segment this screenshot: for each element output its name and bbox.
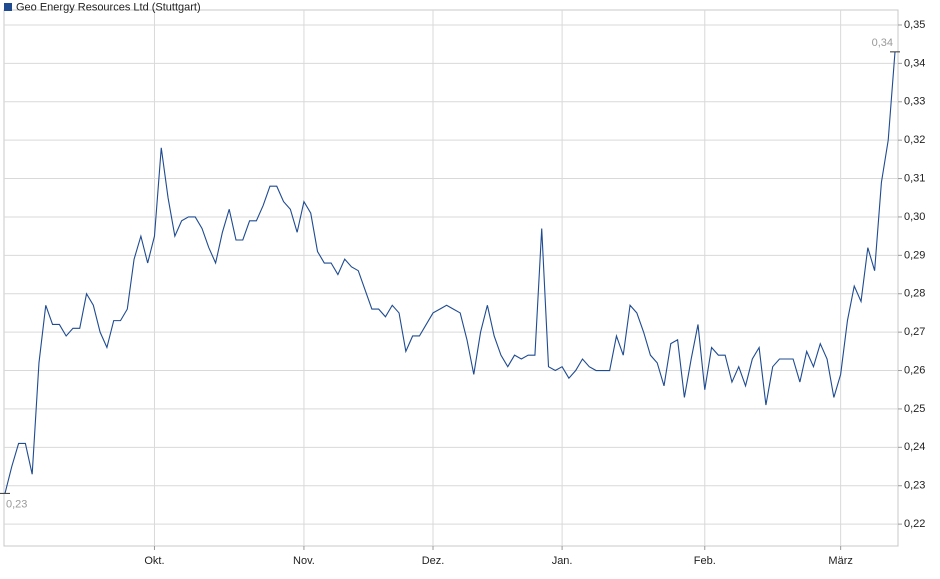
y-tick-label: 0,31: [904, 172, 925, 184]
y-tick-label: 0,30: [904, 211, 925, 223]
x-tick-label: Dez.: [422, 555, 445, 567]
y-tick-label: 0,24: [904, 441, 925, 453]
plot-frame: [3, 9, 899, 547]
price-line: [4, 51, 896, 494]
y-tick-label: 0,25: [904, 403, 925, 415]
x-tick-label: Nov.: [293, 555, 315, 567]
x-tick-label: März: [828, 555, 852, 567]
value-label: 0,34: [872, 37, 893, 49]
y-tick-label: 0,33: [904, 96, 925, 108]
y-tick-label: 0,35: [904, 19, 925, 31]
x-tick-label: Jan.: [552, 555, 573, 567]
y-tick-label: 0,32: [904, 134, 925, 146]
y-tick-label: 0,34: [904, 57, 925, 69]
y-tick-label: 0,23: [904, 480, 925, 492]
legend-label: Geo Energy Resources Ltd (Stuttgart): [16, 1, 201, 13]
y-tick-label: 0,29: [904, 249, 925, 261]
value-label: 0,23: [6, 498, 27, 510]
legend-swatch: [4, 3, 12, 11]
x-tick-label: Okt.: [144, 555, 164, 567]
y-tick-label: 0,27: [904, 326, 925, 338]
y-tick-label: 0,28: [904, 288, 925, 300]
x-tick-label: Feb.: [694, 555, 716, 567]
y-tick-label: 0,26: [904, 364, 925, 376]
y-tick-label: 0,22: [904, 518, 925, 530]
